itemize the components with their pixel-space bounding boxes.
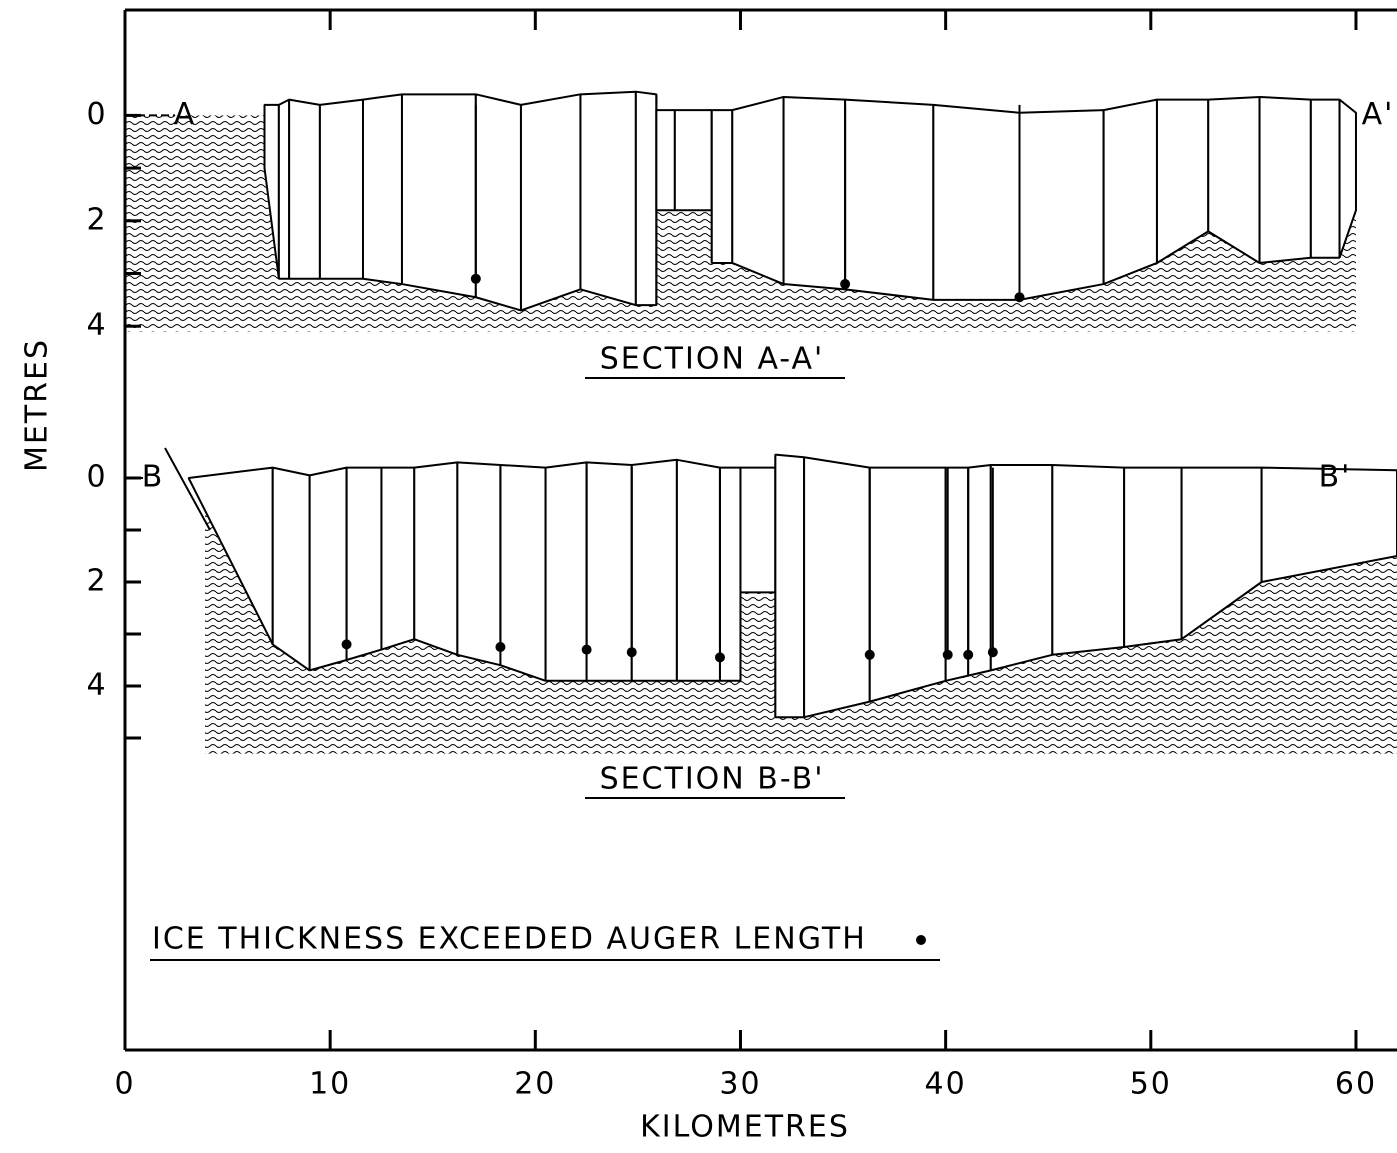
ice-block <box>308 466 348 672</box>
ice-block <box>803 456 871 719</box>
ice-block <box>456 461 502 667</box>
auger-dot <box>1014 292 1025 303</box>
plot <box>125 90 1397 754</box>
ice-block <box>630 458 678 682</box>
ice-block <box>400 93 477 299</box>
ice-block <box>499 464 547 682</box>
auger-dot <box>963 649 974 660</box>
ice-block <box>361 93 403 286</box>
ice-block <box>989 464 1054 672</box>
auger-dot <box>714 652 725 663</box>
x-tick-label: 10 <box>309 1067 351 1102</box>
ice-block <box>739 466 777 594</box>
ice-block <box>774 453 806 719</box>
auger-dot <box>626 647 637 658</box>
ice-block <box>1309 98 1341 259</box>
ice-block <box>579 90 637 307</box>
ice-block <box>1102 98 1158 285</box>
ice-block <box>277 98 291 280</box>
ice-block <box>413 461 459 656</box>
y-tick-label: 2 <box>86 564 107 599</box>
ice-block <box>844 98 935 301</box>
ice-block <box>782 95 847 291</box>
ice-block <box>345 466 383 661</box>
ice-block <box>944 466 970 682</box>
ice-block <box>634 90 658 307</box>
bank <box>164 447 211 531</box>
ice-block <box>519 93 582 312</box>
ice-block <box>718 466 742 682</box>
auger-dot <box>581 644 592 655</box>
auger-dot <box>987 647 998 658</box>
ice-block <box>868 466 947 703</box>
ice-block <box>967 464 992 677</box>
y-tick-label: 4 <box>86 308 107 343</box>
section-title: SECTION A-A' <box>600 342 825 377</box>
ice-block <box>655 109 676 212</box>
y-axis-label: METRES <box>20 338 55 472</box>
y-tick-label: 4 <box>86 668 107 703</box>
ice-block <box>1260 466 1397 583</box>
section-end-label: B' <box>1319 460 1352 495</box>
auger-dot <box>840 279 851 290</box>
ice-block <box>1123 466 1183 648</box>
x-tick-label: 30 <box>719 1067 761 1102</box>
auger-dot <box>341 639 352 650</box>
ice-block <box>673 109 713 212</box>
ice-block <box>710 109 734 264</box>
x-tick-label: 0 <box>114 1067 135 1102</box>
auger-dot <box>495 642 506 652</box>
ice-block <box>380 466 416 651</box>
ice-block <box>1018 109 1105 301</box>
ice-block <box>731 95 785 285</box>
x-tick-label: 20 <box>514 1067 556 1102</box>
ice-block <box>318 98 364 280</box>
x-tick-label: 50 <box>1130 1067 1172 1102</box>
ice-block <box>474 93 522 312</box>
ice-block <box>1051 464 1126 656</box>
ice-block <box>544 461 588 682</box>
x-axis-label: KILOMETRES <box>640 1110 850 1145</box>
x-tick-label: 40 <box>925 1067 967 1102</box>
y-tick-label: 2 <box>86 202 107 237</box>
ice-block <box>932 103 1021 301</box>
ice-block <box>288 98 321 280</box>
ice-block <box>585 461 633 682</box>
auger-dot <box>864 649 875 660</box>
auger-dot <box>942 649 953 660</box>
x-tick-label: 60 <box>1335 1067 1377 1102</box>
ice-block <box>675 458 721 682</box>
y-tick-label: 0 <box>86 460 107 495</box>
section-title: SECTION B-B' <box>600 762 825 797</box>
note-dot <box>916 935 926 945</box>
ice-block <box>1338 98 1357 259</box>
section-start-label: A <box>174 97 197 132</box>
note: ICE THICKNESS EXCEEDED AUGER LENGTH <box>152 922 867 957</box>
auger-dot <box>470 273 481 284</box>
ice-block <box>271 466 311 672</box>
y-tick-label: 0 <box>86 97 107 132</box>
section-end-label: A' <box>1362 97 1395 132</box>
section-start-label: B <box>142 460 165 495</box>
ice-block <box>1258 95 1312 264</box>
